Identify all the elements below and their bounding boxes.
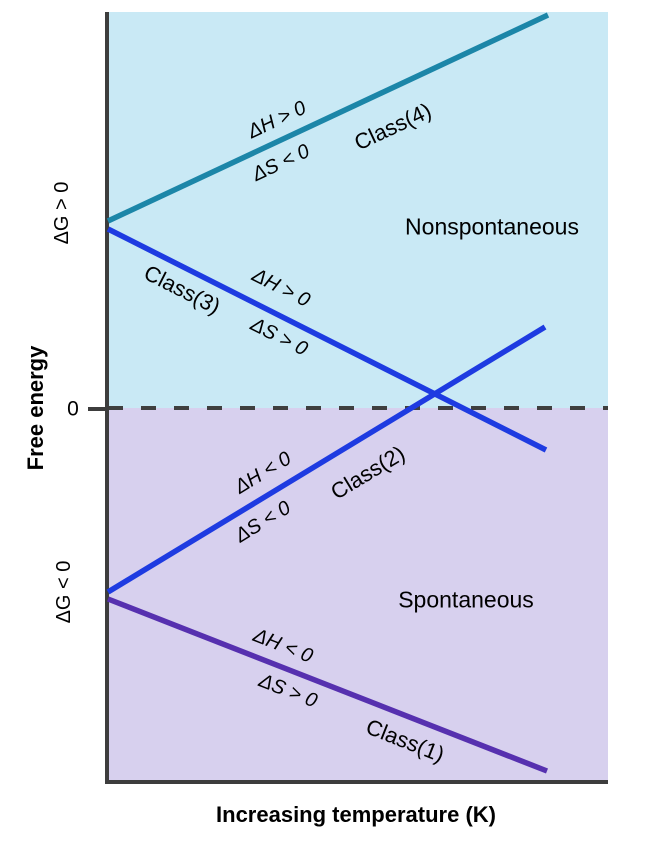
- zero-tick: [88, 407, 105, 411]
- delta-g-positive-label: ΔG > 0: [51, 181, 73, 245]
- y-axis-line: [105, 12, 109, 783]
- line-class-3: [106, 226, 548, 453]
- nonspontaneous-label: Nonspontaneous: [405, 213, 579, 240]
- zero-tick-label: 0: [67, 397, 79, 421]
- zero-dashed-line: [108, 406, 608, 410]
- line-class-1: [106, 596, 549, 774]
- line-class-4: [106, 12, 550, 224]
- spontaneous-label: Spontaneous: [398, 586, 534, 613]
- line-class-2: [106, 324, 547, 595]
- y-axis-title: Free energy: [23, 345, 48, 471]
- x-axis-title: Increasing temperature (K): [216, 802, 496, 827]
- delta-g-negative-label: ΔG < 0: [53, 560, 75, 624]
- x-axis-line: [105, 780, 608, 784]
- spontaneous-region: [108, 408, 608, 782]
